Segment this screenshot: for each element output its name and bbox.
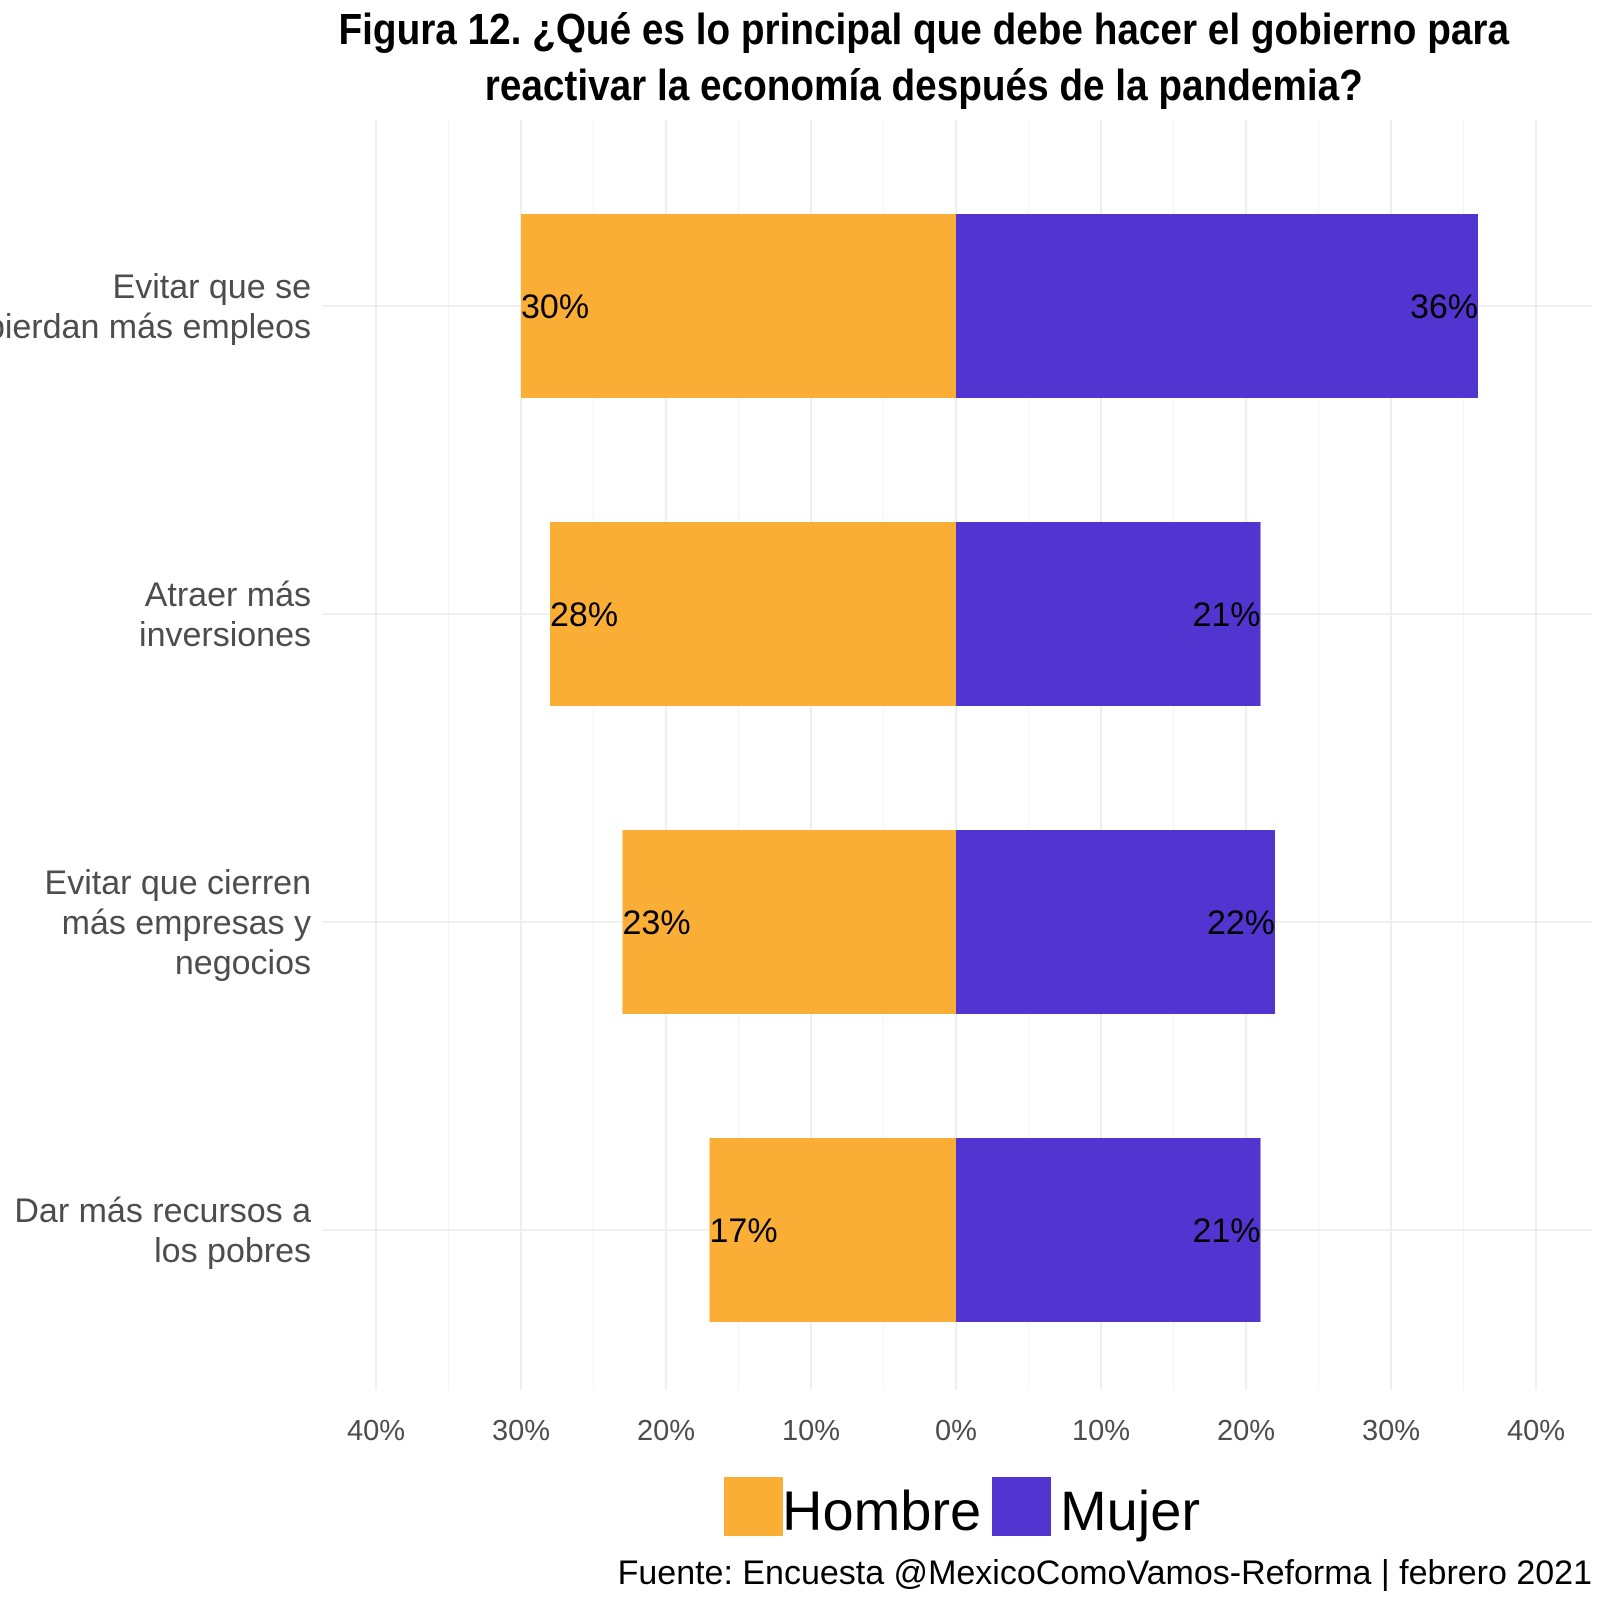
- x-tick-label: 30%: [492, 1415, 550, 1447]
- category-label-4: Dar más recursos a los pobres: [14, 1192, 311, 1270]
- bar-layer: [521, 214, 1478, 1322]
- legend[interactable]: Hombre Mujer: [724, 1477, 1200, 1542]
- data-label-mujer-1: 36%: [1410, 288, 1478, 326]
- x-tick-label: 10%: [1072, 1415, 1130, 1447]
- x-tick-label: 30%: [1362, 1415, 1420, 1447]
- data-label-hombre-2: 28%: [550, 596, 618, 634]
- bar-hombre-4: [709, 1138, 956, 1322]
- data-label-mujer-2: 21%: [1192, 596, 1260, 634]
- data-label-layer: 30% 28% 23% 17% 36% 21% 22% 21%: [521, 288, 1478, 1250]
- legend-label-hombre[interactable]: Hombre: [782, 1479, 981, 1542]
- bar-hombre-3: [622, 830, 956, 1014]
- x-tick-label: 20%: [1217, 1415, 1275, 1447]
- x-axis: 40% 30% 20% 10% 0% 10% 20% 30% 40%: [347, 1415, 1565, 1447]
- bar-hombre-1: [521, 214, 956, 398]
- bar-mujer-2: [956, 522, 1261, 706]
- x-tick-label: 10%: [782, 1415, 840, 1447]
- bar-mujer-3: [956, 830, 1275, 1014]
- x-tick-label: 40%: [347, 1415, 405, 1447]
- data-label-mujer-4: 21%: [1192, 1212, 1260, 1250]
- category-axis: Evitar que se pierdan más empleos Atraer m…: [0, 268, 311, 1270]
- data-label-hombre-1: 30%: [521, 288, 589, 326]
- legend-key-mujer[interactable]: [992, 1477, 1051, 1536]
- bar-mujer-4: [956, 1138, 1261, 1322]
- source-caption: Fuente: Encuesta @MexicoComoVamos-Reform…: [618, 1554, 1592, 1592]
- data-label-hombre-4: 17%: [710, 1212, 778, 1250]
- x-tick-label: 20%: [637, 1415, 695, 1447]
- legend-key-hombre[interactable]: [724, 1477, 783, 1536]
- category-label-1: Evitar que se pierdan más empleos: [0, 268, 311, 346]
- x-tick-label: 40%: [1507, 1415, 1565, 1447]
- category-label-3: Evitar que cierren más empresas y negocios: [45, 864, 311, 982]
- data-label-hombre-3: 23%: [623, 904, 691, 942]
- bar-mujer-1: [956, 214, 1478, 398]
- bar-hombre-2: [550, 522, 956, 706]
- chart-title: Figura 12. ¿Qué es lo principal que debe…: [108, 2, 1516, 114]
- legend-label-mujer[interactable]: Mujer: [1060, 1479, 1200, 1542]
- chart-title-line-2: reactivar la economía después de la pand…: [484, 61, 1363, 110]
- x-tick-label: 0%: [935, 1415, 977, 1447]
- data-label-mujer-3: 22%: [1207, 904, 1275, 942]
- chart-title-line-1: Figura 12. ¿Qué es lo principal que debe…: [338, 5, 1510, 54]
- category-label-2: Atraer más inversiones: [139, 576, 311, 654]
